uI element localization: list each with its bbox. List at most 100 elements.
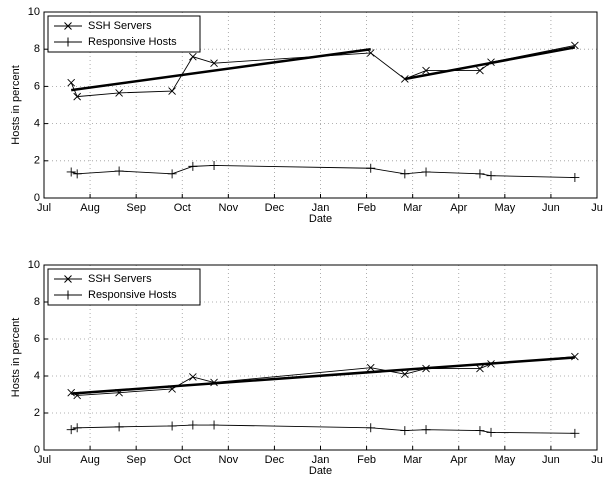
marker [73, 391, 81, 400]
marker [487, 58, 495, 67]
legend-box [47, 15, 201, 53]
y-tick-label: 8 [34, 43, 40, 55]
y-tick-label: 8 [34, 296, 40, 308]
marker [401, 370, 409, 378]
marker [401, 75, 409, 83]
x-tick-label: Dec [265, 202, 285, 214]
marker [210, 378, 218, 387]
x-axis-label: Date [309, 465, 332, 477]
x-tick-label: Sep [126, 454, 146, 466]
marker [571, 41, 579, 50]
marker [400, 426, 410, 436]
y-tick-label: 4 [34, 118, 40, 130]
x-tick-label: Oct [174, 454, 191, 466]
x-tick-label: Ju [591, 202, 603, 214]
y-tick-label: 6 [34, 80, 40, 92]
x-tick-label: Ju [591, 454, 603, 466]
marker [114, 166, 124, 176]
marker [115, 388, 123, 397]
x-tick-label: Apr [450, 454, 467, 466]
y-axis-label: Hosts in percent [10, 318, 22, 397]
marker [210, 59, 218, 67]
marker [73, 92, 81, 101]
marker [486, 171, 496, 181]
y-tick-label: 10 [28, 6, 40, 18]
marker [209, 420, 219, 430]
x-tick-label: Mar [403, 454, 422, 466]
marker [67, 78, 76, 87]
y-tick-label: 2 [34, 155, 40, 167]
x-tick-label: Nov [219, 202, 239, 214]
x-tick-label: Feb [357, 202, 376, 214]
legend-marker [63, 290, 73, 300]
marker [115, 89, 123, 97]
x-axis-label: Date [309, 213, 332, 225]
marker [66, 167, 76, 177]
axes-frame [43, 264, 598, 451]
x-tick-label: Jul [37, 454, 51, 466]
y-tick-label: 2 [34, 407, 40, 419]
legend-marker [64, 275, 72, 283]
marker [487, 360, 495, 368]
x-tick-label: Dec [265, 454, 285, 466]
legend-box [47, 268, 201, 306]
x-tick-label: Aug [80, 202, 100, 214]
marker [188, 161, 198, 171]
x-tick-label: Nov [219, 454, 239, 466]
x-tick-label: Aug [80, 454, 100, 466]
marker [167, 421, 177, 431]
legend-label: SSH Servers [88, 20, 152, 32]
x-tick-label: May [494, 202, 515, 214]
x-tick-label: Oct [174, 202, 191, 214]
marker [72, 169, 82, 179]
x-tick-label: May [494, 454, 515, 466]
legend-marker [63, 37, 73, 47]
marker [476, 66, 484, 75]
legend: SSH Servers Responsive Hosts [47, 268, 201, 306]
y-axis-label: Hosts in percent [10, 65, 22, 144]
y-tick-label: 0 [34, 192, 40, 204]
marker [421, 167, 431, 177]
marker [476, 364, 484, 373]
marker [168, 87, 176, 95]
x-tick-label: Jul [37, 202, 51, 214]
x-tick-label: Mar [403, 202, 422, 214]
series-line [71, 356, 575, 396]
x-tick-label: Jun [542, 202, 560, 214]
marker [400, 169, 410, 179]
axes-frame [43, 11, 598, 199]
y-tick-label: 4 [34, 370, 40, 382]
marker [570, 428, 580, 438]
marker [67, 388, 76, 397]
marker [66, 425, 76, 435]
marker [422, 66, 430, 75]
x-tick-label: Jan [312, 202, 330, 214]
legend-marker [64, 22, 72, 30]
x-tick-label: Jan [312, 454, 330, 466]
legend-label: Responsive Hosts [88, 289, 177, 301]
marker [421, 425, 431, 435]
legend: SSH Servers Responsive Hosts [47, 15, 201, 53]
marker [571, 352, 579, 361]
x-tick-label: Feb [357, 454, 376, 466]
y-tick-label: 6 [34, 333, 40, 345]
marker [366, 163, 376, 173]
marker [209, 160, 219, 170]
marker [72, 423, 82, 433]
legend-label: SSH Servers [88, 273, 152, 285]
marker [366, 363, 375, 372]
legend-label: Responsive Hosts [88, 36, 177, 48]
marker [189, 373, 197, 381]
subplot: 0 2 4 6 8 10 Jul Aug Sep Oct Nov Dec Jan Feb Mar Apr May… [10, 259, 603, 477]
x-tick-label: Sep [126, 202, 146, 214]
marker [475, 426, 485, 436]
marker [167, 169, 177, 179]
marker [475, 169, 485, 179]
subplot: 0 2 4 6 8 10 Jul Aug Sep Oct Nov Dec Jan Feb Mar Apr May… [10, 6, 603, 225]
marker [366, 423, 376, 433]
y-tick-label: 0 [34, 444, 40, 456]
marker [114, 422, 124, 432]
marker [189, 52, 197, 61]
